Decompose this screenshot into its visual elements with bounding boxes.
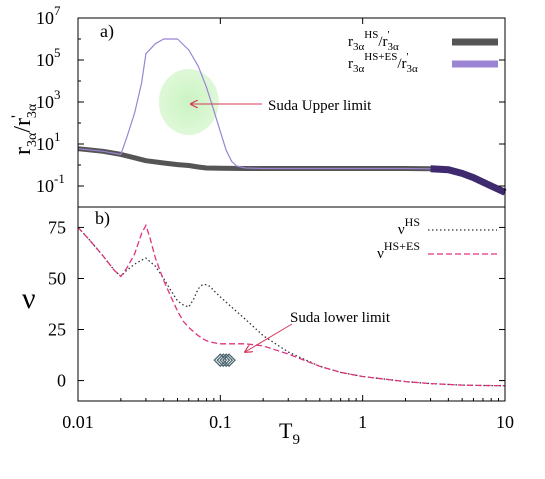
legend-label-b-1: νHS xyxy=(398,215,420,238)
xlabel-main: T xyxy=(279,418,293,443)
a-ytick-label: 105 xyxy=(36,45,61,70)
panel-a-label: a) xyxy=(100,21,114,42)
b-xtick-label: 1 xyxy=(358,412,367,432)
suda-upper-label: Suda Upper limit xyxy=(268,98,372,114)
panel-b-series xyxy=(77,223,506,387)
a-ytick-label: 101 xyxy=(36,129,61,154)
a-ytick-label: 10-1 xyxy=(36,171,65,196)
legend-label-b-2: νHS+ES xyxy=(377,239,420,262)
panel-b-frame xyxy=(77,206,506,402)
suda-lower-label: Suda lower limit xyxy=(290,310,391,326)
legend-label-a-1: r3αHS/r' 3α xyxy=(348,29,399,53)
ylabel-prime: ' xyxy=(9,115,26,118)
xlabel-sub: 9 xyxy=(292,432,300,448)
b-ytick-label: 75 xyxy=(48,217,66,237)
series-line-b-1 xyxy=(77,226,506,387)
diamond-marker xyxy=(216,353,231,368)
x-axis-label: T9 xyxy=(279,418,300,448)
series-tail-band xyxy=(430,165,507,196)
b-xtick-label: 0.1 xyxy=(209,412,232,432)
b-xtick-label: 0.01 xyxy=(62,412,94,432)
panel-b-label: b) xyxy=(95,208,110,229)
panel-b-markers xyxy=(213,353,236,368)
ylabel-sub1: 3α xyxy=(25,132,40,147)
diamond-marker xyxy=(222,353,236,368)
diamond-marker xyxy=(219,353,234,368)
a-ytick-label: 103 xyxy=(36,87,61,112)
b-ytick-label: 0 xyxy=(57,371,66,391)
legend-label-a-2: r3αHS+ES/r' 3α xyxy=(348,51,418,75)
panel-b-y-axis-label: ν xyxy=(22,282,36,315)
b-xtick-label: 10 xyxy=(496,412,514,432)
b-ytick-label: 25 xyxy=(48,320,66,340)
panel-b-annotation: Suda lower limit xyxy=(245,310,391,352)
suda-upper-region xyxy=(158,69,219,135)
panel-a-series xyxy=(77,38,507,196)
panel-a: 10-1 101 103 105 107 a) r3αHS/r' 3αr3αHS+ES/r… xyxy=(9,3,507,208)
series-line-b-2 xyxy=(77,223,506,387)
panel-a-y-axis-label: r3α/r'3α xyxy=(9,103,40,155)
suda-lower-arrow xyxy=(245,323,293,352)
a-ytick-label: 107 xyxy=(36,3,61,28)
ylabel-sub2: 3α xyxy=(25,103,40,118)
ylabel-r1: r xyxy=(10,147,36,155)
panel-b-ticks: 0 25 50 75 0.01 0.1 1 10 xyxy=(48,217,514,432)
panel-a-annotation: Suda Upper limit xyxy=(191,98,372,114)
ylabel-mid: /r xyxy=(10,118,36,133)
b-ytick-label: 50 xyxy=(48,268,66,288)
